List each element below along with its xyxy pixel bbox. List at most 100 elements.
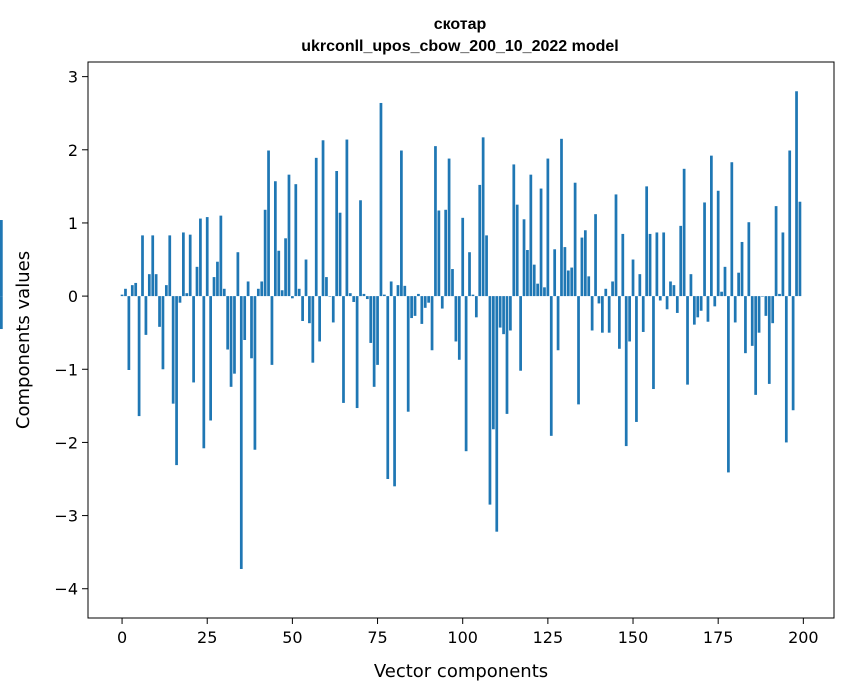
bar-41 bbox=[260, 281, 264, 297]
bar-74 bbox=[372, 296, 376, 387]
bar-17 bbox=[178, 296, 182, 303]
bar-undefined bbox=[0, 296, 3, 330]
bar-142 bbox=[604, 288, 608, 297]
bar-188 bbox=[761, 296, 764, 297]
bar-107 bbox=[485, 235, 488, 297]
bar-11 bbox=[158, 296, 161, 327]
bar-29 bbox=[219, 215, 223, 297]
bar-147 bbox=[621, 233, 625, 297]
bar-21 bbox=[192, 296, 195, 383]
bar-104 bbox=[474, 296, 478, 318]
bar-51 bbox=[294, 184, 298, 297]
bar-38 bbox=[250, 296, 253, 359]
bar-134 bbox=[577, 296, 580, 405]
bar-70 bbox=[359, 200, 362, 297]
bar-151 bbox=[635, 296, 638, 422]
bar-73 bbox=[369, 296, 373, 343]
bar-175 bbox=[716, 190, 720, 297]
bar-75 bbox=[376, 296, 379, 365]
bar-undefined bbox=[0, 220, 3, 297]
x-tick-label: 200 bbox=[788, 628, 819, 647]
bar-115 bbox=[512, 164, 516, 297]
bar-156 bbox=[652, 296, 655, 390]
bar-1 bbox=[124, 288, 127, 297]
bar-7 bbox=[144, 296, 148, 335]
bar-184 bbox=[747, 222, 751, 297]
bar-165 bbox=[682, 168, 686, 297]
bar-168 bbox=[692, 296, 696, 325]
bar-198 bbox=[795, 91, 798, 297]
bar-191 bbox=[771, 296, 775, 324]
bar-132 bbox=[570, 267, 574, 297]
bar-183 bbox=[744, 296, 747, 354]
bar-119 bbox=[526, 250, 529, 297]
bar-139 bbox=[594, 214, 597, 297]
bar-185 bbox=[750, 296, 754, 346]
bar-69 bbox=[355, 296, 359, 409]
bar-129 bbox=[560, 138, 563, 297]
bar-100 bbox=[461, 217, 465, 297]
bar-8 bbox=[147, 274, 151, 297]
bar-154 bbox=[645, 186, 649, 297]
x-tick-label: 0 bbox=[117, 628, 127, 647]
bar-158 bbox=[658, 296, 662, 301]
bar-60 bbox=[325, 277, 328, 297]
bar-120 bbox=[529, 174, 533, 297]
x-axis-label: Vector components bbox=[374, 661, 548, 682]
bar-123 bbox=[539, 188, 543, 297]
bar-88 bbox=[420, 296, 424, 324]
y-tick-label: 2 bbox=[68, 141, 78, 160]
bar-81 bbox=[396, 285, 400, 297]
bar-116 bbox=[515, 204, 519, 297]
bar-58 bbox=[318, 296, 321, 342]
bar-77 bbox=[382, 294, 386, 297]
bar-110 bbox=[495, 296, 499, 532]
chart-title-line-1: скотар bbox=[434, 16, 487, 33]
bar-25 bbox=[205, 217, 209, 297]
x-tick-label: 175 bbox=[703, 628, 734, 647]
x-axis-ticks: 0 25 50 75 100 125 150 175 200 bbox=[117, 618, 819, 647]
bar-50 bbox=[291, 296, 294, 299]
bar-179 bbox=[730, 162, 734, 297]
bar-112 bbox=[502, 296, 505, 335]
bar-170 bbox=[699, 296, 703, 311]
bar-190 bbox=[767, 296, 771, 384]
bar-160 bbox=[665, 296, 669, 310]
bar-2 bbox=[127, 296, 131, 370]
bar-187 bbox=[757, 296, 761, 333]
bar-125 bbox=[546, 158, 550, 297]
bar-181 bbox=[737, 272, 740, 297]
bar-186 bbox=[754, 296, 758, 395]
bar-111 bbox=[498, 296, 502, 328]
bar-103 bbox=[471, 294, 475, 297]
bar-61 bbox=[328, 296, 332, 297]
y-tick-label: −1 bbox=[54, 360, 78, 379]
bar-28 bbox=[216, 261, 219, 297]
bar-47 bbox=[280, 290, 284, 297]
bar-153 bbox=[641, 296, 645, 332]
bar-32 bbox=[229, 296, 233, 387]
bar-141 bbox=[601, 296, 604, 333]
bar-71 bbox=[362, 293, 366, 297]
bar-174 bbox=[713, 296, 717, 307]
bar-130 bbox=[563, 247, 567, 297]
bar-72 bbox=[365, 296, 369, 300]
bar-39 bbox=[253, 296, 257, 450]
bar-157 bbox=[655, 232, 659, 297]
bar-159 bbox=[662, 232, 666, 297]
bar-164 bbox=[679, 225, 683, 297]
bar-155 bbox=[648, 233, 652, 297]
bar-95 bbox=[444, 209, 448, 297]
bar-124 bbox=[543, 287, 546, 297]
bar-37 bbox=[246, 281, 250, 297]
bar-133 bbox=[573, 182, 577, 297]
bar-66 bbox=[345, 139, 349, 297]
bar-62 bbox=[331, 296, 335, 323]
bar-52 bbox=[297, 288, 301, 297]
y-tick-label: 3 bbox=[68, 68, 78, 87]
bar-42 bbox=[263, 209, 267, 297]
bar-85 bbox=[410, 296, 413, 319]
bar-34 bbox=[236, 252, 240, 297]
bar-138 bbox=[590, 296, 594, 331]
